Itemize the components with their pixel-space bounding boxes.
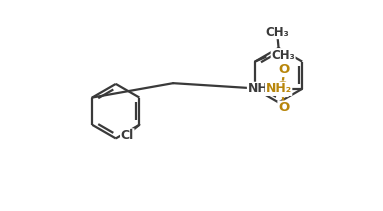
Text: CH₃: CH₃ [271,49,295,62]
Text: O: O [278,101,289,114]
Text: Cl: Cl [121,129,134,142]
Text: CH₃: CH₃ [265,26,289,39]
Text: NH₂: NH₂ [265,82,292,95]
Text: O: O [278,64,289,76]
Text: S: S [277,81,288,96]
Text: NH: NH [247,82,268,95]
